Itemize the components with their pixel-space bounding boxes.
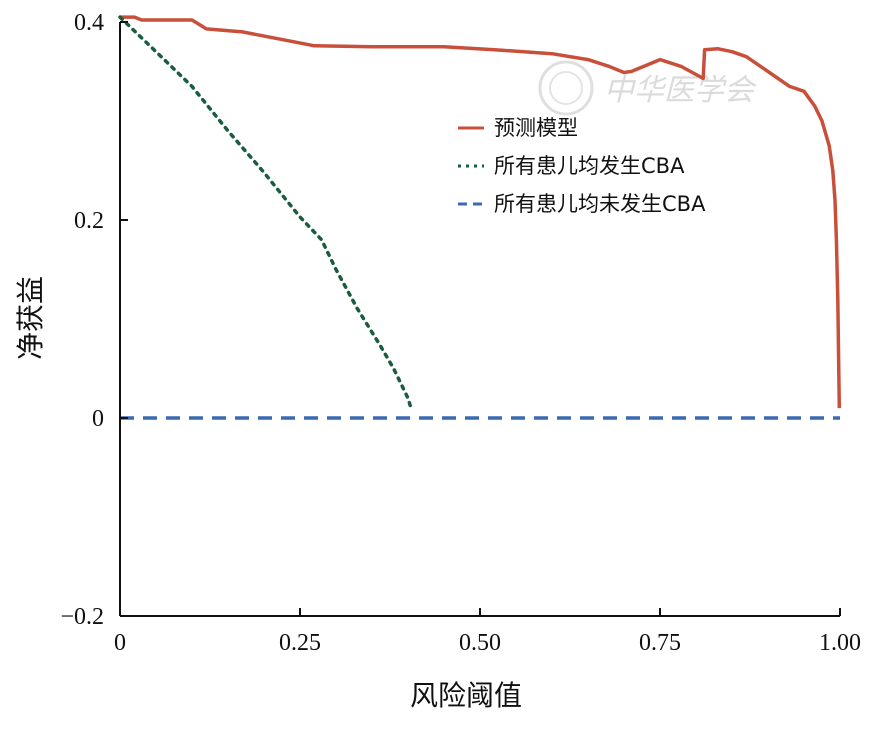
x-axis-title: 风险阈值: [410, 679, 522, 712]
x-tick-label: 1.00: [819, 630, 861, 656]
series-line-2: [118, 15, 414, 412]
x-tick-label: 0.50: [459, 630, 501, 656]
x-tick-label: 0.75: [639, 630, 681, 656]
watermark-seal-icon: [538, 60, 594, 116]
watermark: 中华医学会: [538, 60, 757, 116]
y-tick-label: 0.2: [74, 208, 104, 234]
series-layer: [118, 15, 842, 420]
y-tick-label: −0.2: [60, 604, 104, 630]
series-line-1: [120, 15, 842, 409]
legend-label: 预测模型: [494, 116, 578, 140]
x-tick-label: 0: [114, 630, 126, 656]
x-tick-label: 0.25: [279, 630, 321, 656]
watermark-seal-inner-icon: [549, 71, 583, 105]
y-tick-label: 0.4: [74, 10, 104, 36]
y-tick-label: 0: [92, 406, 104, 432]
y-axis-title: 净获益: [14, 276, 47, 360]
legend-label: 所有患儿均未发生CBA: [494, 192, 706, 216]
legend-label: 所有患儿均发生CBA: [494, 154, 685, 178]
watermark-text: 中华医学会: [604, 73, 757, 108]
tick-layer: 0 0.25 0.50 0.75 1.00 −0.2 0 0.2 0.4: [60, 10, 861, 656]
